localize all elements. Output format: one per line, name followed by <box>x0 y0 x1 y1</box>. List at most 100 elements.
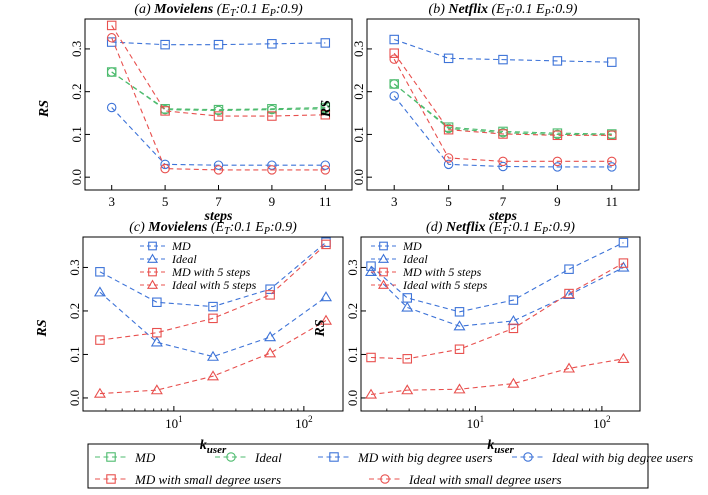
data-point <box>617 352 630 363</box>
series-line-md <box>370 242 624 313</box>
data-point <box>498 156 508 167</box>
title-part: (a) <box>134 2 154 17</box>
title-part: :0.9) <box>276 2 303 17</box>
x-tick-label: 102 <box>593 414 611 431</box>
y-tick-label: 0.3 <box>69 41 84 57</box>
panel-title: (a) Movielens (ET:0.1 EP:0.9) <box>134 2 303 19</box>
data-point <box>508 323 519 334</box>
y-tick-label: 0.1 <box>67 346 82 362</box>
y-tick-label: 0.0 <box>69 169 84 185</box>
data-point <box>160 39 170 50</box>
legend-label: MD <box>171 239 191 253</box>
data-point <box>365 265 378 276</box>
data-point <box>402 354 413 364</box>
legend-label: MD <box>134 450 156 465</box>
data-point <box>150 384 163 395</box>
x-tick-label: 11 <box>319 194 332 209</box>
data-point <box>95 267 105 277</box>
data-point <box>150 336 163 347</box>
x-axis-label-main: k <box>487 438 494 453</box>
title-part: (E <box>213 2 230 17</box>
series-line-md-with-small-degree-users <box>111 25 326 117</box>
x-tick-label: 3 <box>391 194 398 209</box>
y-tick-label: 0.0 <box>351 169 366 185</box>
plot-frame <box>82 236 344 412</box>
data-point <box>508 295 519 305</box>
data-point <box>267 104 277 115</box>
series-line-md-with-5-steps <box>371 262 624 360</box>
data-point <box>267 39 277 49</box>
legend-marker <box>146 279 159 289</box>
data-point <box>106 102 117 113</box>
legend-label: Ideal with small degree users <box>408 472 562 487</box>
plot-frame <box>360 236 641 412</box>
data-point <box>152 297 162 307</box>
x-tick-label: 7 <box>215 194 222 209</box>
x-axis-label-sub: user <box>494 444 514 456</box>
legend-marker <box>146 253 159 263</box>
data-point <box>365 388 378 399</box>
y-tick-label: 0.1 <box>345 346 360 362</box>
series-line-ideal-with-5-steps <box>99 320 327 395</box>
x-tick-label: 101 <box>165 414 183 431</box>
legend-marker <box>226 452 236 462</box>
data-point <box>320 104 331 114</box>
data-point <box>160 159 170 170</box>
data-point <box>552 156 563 167</box>
y-tick-label: 0.2 <box>345 303 360 319</box>
data-point <box>498 129 508 139</box>
data-point <box>389 91 399 101</box>
title-part: :0.9) <box>551 2 578 17</box>
data-point <box>106 67 117 77</box>
data-point <box>206 350 220 361</box>
data-point <box>618 237 629 248</box>
data-point <box>443 153 454 163</box>
legend-marker <box>329 452 339 462</box>
series-line-ideal-with-5-steps <box>370 358 624 396</box>
y-tick-label: 0.3 <box>345 259 360 275</box>
data-point <box>453 383 466 394</box>
data-point <box>498 161 508 172</box>
data-point <box>498 54 508 65</box>
series-line-ideal-with-small-degree-users <box>393 58 612 162</box>
legend-marker <box>380 474 390 484</box>
y-tick-label: 0.2 <box>69 84 84 100</box>
x-tick-base: 10 <box>467 416 480 431</box>
data-point <box>213 160 224 170</box>
title-part: :0.1 E <box>510 2 545 17</box>
x-tick-label: 3 <box>108 194 115 209</box>
y-tick-label: 0.2 <box>351 84 366 100</box>
data-point <box>552 56 563 66</box>
series-line-md-with-5-steps <box>99 243 327 341</box>
y-tick-label: 0.1 <box>351 126 366 142</box>
legend-label: MD with 5 steps <box>402 265 482 279</box>
title-part: T <box>230 8 237 19</box>
legend-box <box>87 443 649 489</box>
x-tick-exp: 1 <box>480 414 485 424</box>
series-line-ideal-with-small-degree-users <box>111 37 326 171</box>
legend-marker <box>148 267 157 277</box>
series-line-md <box>99 241 327 308</box>
y-axis-label: RS <box>319 100 334 118</box>
series-line-md-with-big-degree-users <box>394 39 612 63</box>
series-line-md-with-small-degree-users <box>393 52 612 136</box>
series-line-md-with-big-degree-users <box>111 41 326 46</box>
data-point <box>319 291 333 302</box>
data-point <box>208 313 218 324</box>
data-point <box>564 264 574 274</box>
data-point <box>507 377 520 388</box>
data-point <box>267 165 277 175</box>
legend-marker <box>377 253 390 263</box>
title-part: P <box>269 8 276 19</box>
panel-b: (b) Netflix (ET:0.1 EP:0.9) 0.0 0.1 0.2 0.3 3… <box>319 2 640 224</box>
data-point <box>160 163 170 174</box>
x-tick-exp: 1 <box>178 414 183 424</box>
data-point <box>206 370 220 381</box>
y-tick-label: 0.0 <box>67 390 82 406</box>
title-part: P <box>263 226 270 237</box>
title-part: T <box>224 226 231 237</box>
x-axis-label-sub: user <box>207 444 227 456</box>
legend-label: MD with small degree users <box>134 472 281 487</box>
title-part: Netflix <box>445 220 486 235</box>
